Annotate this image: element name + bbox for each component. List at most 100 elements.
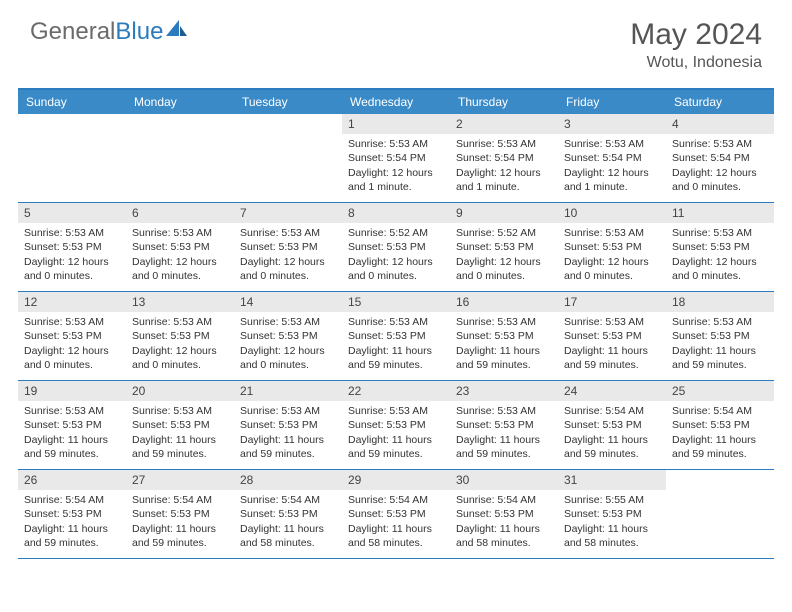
day-body: Sunrise: 5:53 AMSunset: 5:54 PMDaylight:… bbox=[342, 134, 450, 200]
day-cell: 25Sunrise: 5:54 AMSunset: 5:53 PMDayligh… bbox=[666, 381, 774, 469]
day-number: 25 bbox=[666, 381, 774, 401]
sunset-text: Sunset: 5:53 PM bbox=[564, 418, 660, 432]
sunset-text: Sunset: 5:53 PM bbox=[672, 329, 768, 343]
daylight-text: Daylight: 12 hours and 0 minutes. bbox=[348, 255, 444, 283]
sunset-text: Sunset: 5:53 PM bbox=[240, 329, 336, 343]
day-number: 3 bbox=[558, 114, 666, 134]
day-number bbox=[126, 114, 234, 118]
day-number: 7 bbox=[234, 203, 342, 223]
logo-text-1: General bbox=[30, 18, 115, 46]
day-cell bbox=[234, 114, 342, 202]
day-number: 24 bbox=[558, 381, 666, 401]
sunset-text: Sunset: 5:53 PM bbox=[456, 240, 552, 254]
day-number: 31 bbox=[558, 470, 666, 490]
day-number: 23 bbox=[450, 381, 558, 401]
day-body: Sunrise: 5:53 AMSunset: 5:53 PMDaylight:… bbox=[234, 312, 342, 378]
day-body: Sunrise: 5:55 AMSunset: 5:53 PMDaylight:… bbox=[558, 490, 666, 556]
day-body: Sunrise: 5:53 AMSunset: 5:53 PMDaylight:… bbox=[126, 401, 234, 467]
day-cell: 21Sunrise: 5:53 AMSunset: 5:53 PMDayligh… bbox=[234, 381, 342, 469]
day-body: Sunrise: 5:52 AMSunset: 5:53 PMDaylight:… bbox=[450, 223, 558, 289]
sunrise-text: Sunrise: 5:53 AM bbox=[672, 315, 768, 329]
sunrise-text: Sunrise: 5:53 AM bbox=[24, 226, 120, 240]
sunset-text: Sunset: 5:53 PM bbox=[24, 329, 120, 343]
day-number: 21 bbox=[234, 381, 342, 401]
sunset-text: Sunset: 5:53 PM bbox=[132, 240, 228, 254]
day-cell bbox=[666, 470, 774, 558]
sunset-text: Sunset: 5:53 PM bbox=[348, 507, 444, 521]
logo-sail-icon bbox=[166, 16, 188, 44]
sunrise-text: Sunrise: 5:53 AM bbox=[240, 315, 336, 329]
sunset-text: Sunset: 5:53 PM bbox=[564, 240, 660, 254]
sunrise-text: Sunrise: 5:52 AM bbox=[348, 226, 444, 240]
day-body: Sunrise: 5:53 AMSunset: 5:53 PMDaylight:… bbox=[666, 312, 774, 378]
sunrise-text: Sunrise: 5:54 AM bbox=[132, 493, 228, 507]
sunrise-text: Sunrise: 5:53 AM bbox=[672, 137, 768, 151]
month-title: May 2024 bbox=[630, 18, 762, 52]
sunrise-text: Sunrise: 5:53 AM bbox=[240, 404, 336, 418]
day-number: 20 bbox=[126, 381, 234, 401]
daylight-text: Daylight: 11 hours and 59 minutes. bbox=[456, 433, 552, 461]
sunrise-text: Sunrise: 5:53 AM bbox=[456, 404, 552, 418]
day-number: 13 bbox=[126, 292, 234, 312]
daylight-text: Daylight: 11 hours and 59 minutes. bbox=[672, 344, 768, 372]
sunset-text: Sunset: 5:53 PM bbox=[24, 507, 120, 521]
day-body: Sunrise: 5:53 AMSunset: 5:53 PMDaylight:… bbox=[18, 312, 126, 378]
day-cell: 23Sunrise: 5:53 AMSunset: 5:53 PMDayligh… bbox=[450, 381, 558, 469]
sunset-text: Sunset: 5:53 PM bbox=[672, 418, 768, 432]
sunrise-text: Sunrise: 5:54 AM bbox=[456, 493, 552, 507]
daylight-text: Daylight: 12 hours and 0 minutes. bbox=[672, 255, 768, 283]
day-cell: 18Sunrise: 5:53 AMSunset: 5:53 PMDayligh… bbox=[666, 292, 774, 380]
daylight-text: Daylight: 12 hours and 0 minutes. bbox=[240, 255, 336, 283]
sunset-text: Sunset: 5:53 PM bbox=[456, 507, 552, 521]
day-cell: 27Sunrise: 5:54 AMSunset: 5:53 PMDayligh… bbox=[126, 470, 234, 558]
calendar: SundayMondayTuesdayWednesdayThursdayFrid… bbox=[18, 88, 774, 559]
day-cell: 16Sunrise: 5:53 AMSunset: 5:53 PMDayligh… bbox=[450, 292, 558, 380]
sunset-text: Sunset: 5:53 PM bbox=[240, 418, 336, 432]
day-number: 15 bbox=[342, 292, 450, 312]
day-number: 10 bbox=[558, 203, 666, 223]
day-number: 6 bbox=[126, 203, 234, 223]
sunrise-text: Sunrise: 5:53 AM bbox=[348, 404, 444, 418]
day-body: Sunrise: 5:53 AMSunset: 5:54 PMDaylight:… bbox=[450, 134, 558, 200]
daylight-text: Daylight: 11 hours and 58 minutes. bbox=[348, 522, 444, 550]
day-body: Sunrise: 5:53 AMSunset: 5:53 PMDaylight:… bbox=[666, 223, 774, 289]
day-cell: 1Sunrise: 5:53 AMSunset: 5:54 PMDaylight… bbox=[342, 114, 450, 202]
day-cell: 14Sunrise: 5:53 AMSunset: 5:53 PMDayligh… bbox=[234, 292, 342, 380]
day-body: Sunrise: 5:53 AMSunset: 5:53 PMDaylight:… bbox=[450, 312, 558, 378]
sunset-text: Sunset: 5:54 PM bbox=[348, 151, 444, 165]
daylight-text: Daylight: 12 hours and 0 minutes. bbox=[672, 166, 768, 194]
day-cell: 13Sunrise: 5:53 AMSunset: 5:53 PMDayligh… bbox=[126, 292, 234, 380]
day-cell: 12Sunrise: 5:53 AMSunset: 5:53 PMDayligh… bbox=[18, 292, 126, 380]
logo-text-2: Blue bbox=[115, 18, 163, 46]
day-cell: 5Sunrise: 5:53 AMSunset: 5:53 PMDaylight… bbox=[18, 203, 126, 291]
daylight-text: Daylight: 11 hours and 58 minutes. bbox=[240, 522, 336, 550]
sunrise-text: Sunrise: 5:53 AM bbox=[24, 404, 120, 418]
location: Wotu, Indonesia bbox=[630, 54, 762, 72]
day-cell: 20Sunrise: 5:53 AMSunset: 5:53 PMDayligh… bbox=[126, 381, 234, 469]
sunset-text: Sunset: 5:53 PM bbox=[24, 418, 120, 432]
day-body: Sunrise: 5:54 AMSunset: 5:53 PMDaylight:… bbox=[234, 490, 342, 556]
day-body: Sunrise: 5:54 AMSunset: 5:53 PMDaylight:… bbox=[450, 490, 558, 556]
day-number: 29 bbox=[342, 470, 450, 490]
day-number: 28 bbox=[234, 470, 342, 490]
day-header: Saturday bbox=[666, 90, 774, 114]
day-cell: 8Sunrise: 5:52 AMSunset: 5:53 PMDaylight… bbox=[342, 203, 450, 291]
sunset-text: Sunset: 5:54 PM bbox=[564, 151, 660, 165]
daylight-text: Daylight: 12 hours and 0 minutes. bbox=[132, 255, 228, 283]
day-cell: 4Sunrise: 5:53 AMSunset: 5:54 PMDaylight… bbox=[666, 114, 774, 202]
day-body: Sunrise: 5:53 AMSunset: 5:53 PMDaylight:… bbox=[558, 312, 666, 378]
day-number: 18 bbox=[666, 292, 774, 312]
day-cell: 30Sunrise: 5:54 AMSunset: 5:53 PMDayligh… bbox=[450, 470, 558, 558]
day-cell: 29Sunrise: 5:54 AMSunset: 5:53 PMDayligh… bbox=[342, 470, 450, 558]
daylight-text: Daylight: 12 hours and 1 minute. bbox=[564, 166, 660, 194]
sunrise-text: Sunrise: 5:53 AM bbox=[564, 315, 660, 329]
day-header: Sunday bbox=[18, 90, 126, 114]
day-body: Sunrise: 5:53 AMSunset: 5:53 PMDaylight:… bbox=[126, 223, 234, 289]
sunset-text: Sunset: 5:53 PM bbox=[672, 240, 768, 254]
day-cell: 9Sunrise: 5:52 AMSunset: 5:53 PMDaylight… bbox=[450, 203, 558, 291]
day-cell bbox=[18, 114, 126, 202]
day-body: Sunrise: 5:53 AMSunset: 5:53 PMDaylight:… bbox=[342, 401, 450, 467]
day-number: 1 bbox=[342, 114, 450, 134]
day-body: Sunrise: 5:54 AMSunset: 5:53 PMDaylight:… bbox=[126, 490, 234, 556]
sunset-text: Sunset: 5:53 PM bbox=[240, 240, 336, 254]
